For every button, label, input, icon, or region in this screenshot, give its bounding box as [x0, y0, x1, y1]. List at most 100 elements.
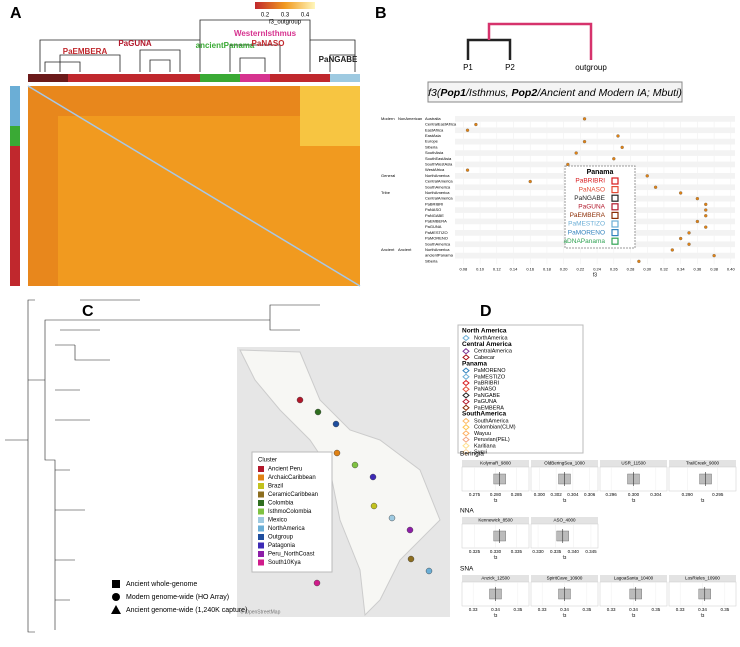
x-tick-label: 0.304 — [650, 492, 662, 497]
map-land — [239, 349, 441, 617]
legend-box — [251, 451, 333, 573]
legend-label: aDNAPanama — [563, 238, 605, 245]
row-band — [455, 161, 735, 168]
row-label: NorthAmerica — [425, 247, 450, 252]
x-tick-label: 0.295 — [712, 492, 724, 497]
legend-swatch — [258, 491, 264, 498]
region-label: SNA — [460, 566, 474, 573]
f3-point — [645, 174, 649, 178]
x-axis-label: f3 — [563, 555, 567, 560]
row-label: SouthAsia — [425, 150, 444, 155]
legend-box — [457, 324, 584, 454]
x-axis-label: f3 — [494, 498, 498, 503]
row-label: ancientPanama — [425, 253, 454, 258]
map-sample — [313, 579, 321, 587]
x-tick-label: 0.38 — [710, 266, 719, 271]
legend-marker — [462, 392, 470, 399]
panel-b: P1 P2 outgroup 0.08 0.10 0.12 0.14 0.16 0.18 0.20… — [381, 63, 735, 278]
x-tick-label: 0.335 — [511, 549, 523, 554]
plot-title: ASO_4000 — [553, 518, 576, 523]
title-part: f3( — [428, 87, 442, 99]
title-part: Pop1 — [440, 87, 466, 99]
x-tick-label: 0.12 — [493, 266, 502, 271]
x-tick-label: 0.34 — [698, 607, 707, 612]
legend-swatch — [258, 559, 264, 566]
group-label: PaGUNA — [118, 39, 152, 48]
f3-point — [474, 122, 478, 127]
row-group: General — [381, 173, 395, 178]
row-label: SouthEastAsia — [425, 156, 452, 161]
legend-marker — [462, 348, 470, 355]
x-tick-label: 0.22 — [576, 266, 585, 271]
row-subgroup: NonAmerican — [398, 116, 422, 121]
legend-marker — [462, 417, 470, 425]
legend-swatch — [258, 517, 264, 523]
legend-swatch — [258, 466, 264, 472]
row-band — [455, 150, 735, 156]
legend-label: IsthmoColombia — [268, 509, 312, 515]
shape-label: Ancient genome-wide (1,240K capture) — [126, 607, 247, 614]
x-tick-label: 0.33 — [469, 607, 478, 612]
plot-title: Anzick_12500 — [481, 576, 510, 581]
panel-label: D — [480, 303, 492, 320]
legend-label: ArchaicCaribbean — [268, 475, 316, 481]
f3-point — [574, 151, 578, 155]
x-tick-label: 0.306 — [584, 492, 596, 497]
f3-point — [687, 242, 691, 246]
f3-point — [582, 117, 587, 121]
map-sample — [333, 449, 341, 457]
x-tick-label: 0.18 — [543, 266, 552, 271]
title-part: /Isthmus, — [465, 87, 512, 99]
legend-marker — [462, 442, 470, 449]
f3-title-box — [427, 81, 683, 103]
map-sample — [370, 502, 378, 510]
plot-title: USR_11500 — [621, 461, 646, 466]
group-color-bar — [330, 74, 360, 82]
f3-point — [695, 196, 700, 201]
legend-marker — [462, 436, 470, 443]
x-tick-label: 0.35 — [582, 607, 591, 612]
row-label: PaNGABE — [425, 213, 444, 218]
legend-label: Colombian(CLM) — [474, 425, 516, 431]
group-label: ancientPanama — [196, 41, 255, 50]
x-tick-label: 0.35 — [720, 607, 729, 612]
legend-label: South10Kya — [268, 560, 301, 566]
x-tick-label: 0.28 — [627, 266, 636, 271]
legend-marker — [462, 367, 470, 374]
x-tick-label: 0.296 — [606, 492, 618, 497]
legend-section: SouthAmerica — [462, 411, 506, 418]
f3-title: f3(Pop1/Isthmus, Pop2/Ancient and Modern… — [428, 87, 682, 99]
f3-point — [566, 162, 570, 167]
legend-swatch — [258, 551, 264, 557]
x-axis-label: f3 — [701, 498, 705, 503]
legend-label: NorthAmerica — [268, 526, 305, 532]
f3-point — [704, 208, 708, 212]
legend-swatch — [611, 194, 619, 202]
x-tick-label: 0.33 — [607, 607, 616, 612]
row-label: EastAfrica — [425, 127, 444, 132]
plot-title: KolymaR_9800 — [480, 461, 511, 466]
legend-marker — [462, 379, 470, 387]
colorbar — [255, 2, 315, 9]
legend-label: Ancient Peru — [268, 467, 302, 473]
legend-marker — [462, 430, 470, 437]
f3-point — [616, 134, 620, 138]
tree-tip-label: P1 — [463, 63, 473, 72]
legend-label: Wayuu — [474, 431, 491, 437]
heatmap-block — [28, 86, 58, 286]
legend-marker — [462, 373, 470, 380]
x-tick-label: 0.34 — [491, 607, 500, 612]
row-label: PaBRIBRI — [425, 201, 443, 206]
plot-title-bar — [531, 460, 598, 467]
row-label: NorthAmerica — [425, 173, 450, 178]
x-tick-label: 0.325 — [469, 549, 481, 554]
x-tick-label: 0.330 — [490, 549, 502, 554]
x-tick-label: 0.340 — [568, 549, 580, 554]
x-tick-label: 0.26 — [610, 266, 619, 271]
legend-section: Panama — [462, 360, 487, 367]
group-label: PaNGABE — [319, 55, 358, 64]
legend-label: PaMESTIZO — [474, 374, 506, 380]
plot-title: TrailCreek_9000 — [686, 461, 720, 466]
legend-marker — [462, 334, 470, 342]
